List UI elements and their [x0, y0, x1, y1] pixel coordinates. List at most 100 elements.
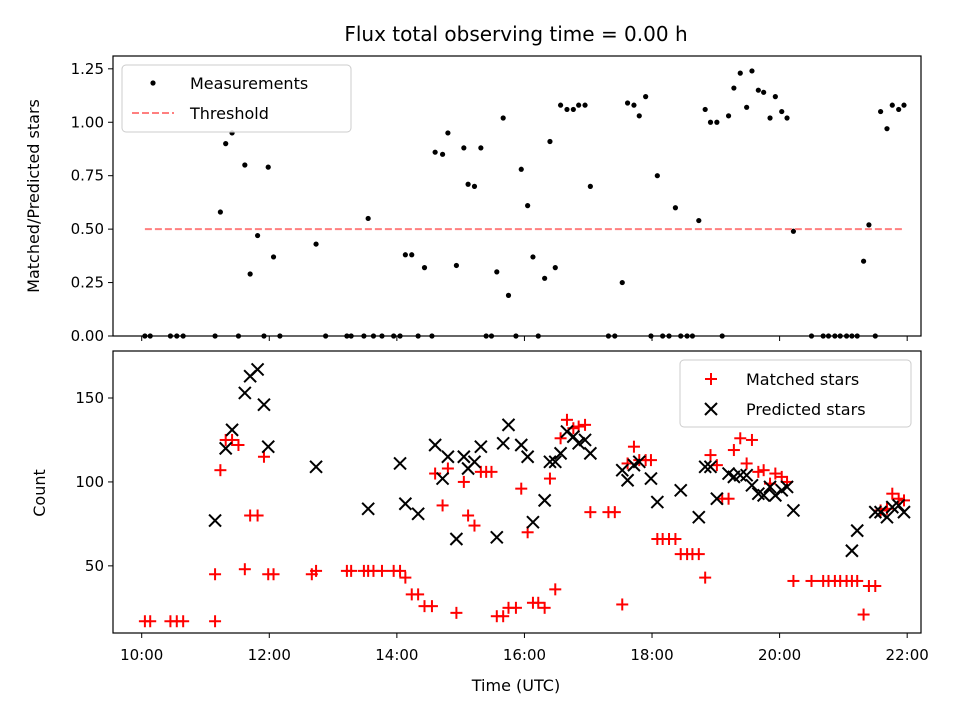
matched-stars-point	[532, 596, 545, 609]
measurement-point	[500, 115, 506, 121]
predicted-stars-point	[615, 463, 629, 477]
predicted-stars-point	[490, 530, 504, 545]
measurement-point	[557, 102, 564, 108]
predicted-stars-point	[261, 439, 275, 454]
predicted-stars-point	[398, 497, 413, 511]
measurement-point	[461, 145, 467, 151]
matched-stars-point	[892, 492, 905, 505]
predicted-stars-point	[548, 455, 562, 469]
matched-stars-point	[144, 615, 157, 628]
top-y-axis-label: Matched/Predicted stars	[24, 99, 43, 293]
measurement-point	[737, 70, 743, 76]
measurement-point	[445, 130, 451, 136]
y-tick-label: 0.50	[71, 220, 104, 238]
measurement-point	[714, 119, 720, 125]
predicted-stars-point	[514, 438, 528, 452]
measurement-point	[478, 145, 484, 151]
matched-stars-point	[412, 588, 425, 601]
measurement-point	[761, 89, 767, 95]
measurement-point	[247, 271, 253, 277]
predicted-stars-point	[644, 471, 658, 486]
predicted-stars-point	[620, 473, 635, 487]
matched-stars-point	[560, 413, 573, 426]
matched-stars-point	[425, 600, 438, 613]
predicted-stars-point	[739, 468, 754, 482]
measurement-point	[896, 106, 902, 113]
predicted-stars-point	[578, 433, 592, 447]
matched-stars-point	[692, 548, 705, 561]
measurement-point	[624, 100, 631, 106]
x-tick-label: 18:00	[630, 646, 673, 664]
top-legend: Measurements Threshold	[121, 64, 352, 133]
matched-stars-point	[699, 571, 712, 584]
matched-stars-point	[394, 564, 407, 577]
matched-stars-point	[450, 606, 463, 619]
x-tick-label: 20:00	[758, 646, 801, 664]
measurement-point	[631, 102, 637, 108]
measurement-point	[270, 254, 277, 260]
measurement-point	[265, 164, 271, 170]
measurement-point	[439, 151, 446, 157]
measurement-point	[432, 149, 438, 155]
measurement-point	[878, 108, 884, 115]
legend-label-measurements: Measurements	[190, 74, 308, 93]
legend-marker-matched	[705, 373, 717, 385]
measurement-point	[587, 183, 593, 189]
matched-stars-point	[345, 564, 358, 577]
y-tick-label: 100	[75, 473, 104, 491]
matched-stars-point	[214, 464, 227, 477]
y-tick-label: 50	[85, 557, 104, 575]
measurement-point	[772, 94, 778, 100]
predicted-stars-point	[411, 507, 425, 521]
matched-stars-point	[851, 574, 864, 587]
predicted-stars-point	[745, 478, 759, 492]
matched-stars-point	[805, 574, 818, 587]
matched-stars-point	[757, 464, 770, 477]
bottom-y-axis-label: Count	[30, 469, 49, 517]
matched-stars-point	[769, 467, 782, 480]
matched-stars-point	[869, 580, 882, 592]
predicted-stars-point	[733, 468, 747, 482]
top-x-ticks	[141, 336, 908, 341]
measurement-point	[471, 183, 478, 189]
predicted-stars-point	[850, 523, 864, 538]
y-tick-label: 0.00	[71, 327, 104, 345]
predicted-stars-point	[780, 480, 794, 494]
predicted-stars-point	[520, 450, 535, 464]
measurement-point	[576, 102, 582, 108]
matched-stars-point	[549, 583, 562, 596]
measurement-point	[547, 138, 553, 145]
predicted-stars-point	[763, 480, 777, 494]
measurement-point	[254, 232, 261, 239]
predicted-stars-point	[501, 418, 516, 432]
matched-stars-point	[209, 568, 222, 581]
matched-stars-point	[740, 457, 753, 470]
measurement-point	[465, 181, 471, 187]
matched-stars-point	[267, 568, 280, 581]
bottom-x-ticks: 10:00 12:00 14:00 16:00 18:00 20:00 22:00	[120, 633, 929, 664]
matched-stars-point	[616, 598, 629, 611]
bottom-legend-frame	[679, 359, 912, 428]
top-panel: 0.00 0.25 0.50 0.75 1.00 1.25 Matched/Predict…	[24, 55, 922, 345]
matched-stars-point	[429, 467, 442, 480]
measurement-point	[552, 265, 558, 271]
matched-stars-point	[538, 601, 551, 614]
measurement-point	[494, 269, 500, 275]
bottom-legend: Matched stars Predicted stars	[679, 359, 912, 428]
measurement-point	[582, 102, 588, 108]
measurement-point	[365, 215, 371, 222]
measurement-point	[707, 119, 714, 125]
predicted-stars-point	[526, 515, 540, 529]
predicted-stars-point	[467, 455, 482, 469]
y-tick-label: 1.00	[71, 113, 104, 131]
predicted-stars-point	[710, 492, 724, 506]
predicted-stars-point	[250, 362, 265, 377]
measurement-point	[749, 68, 755, 74]
matched-stars-point	[209, 615, 222, 628]
measurement-point	[453, 262, 459, 269]
measurement-point	[731, 85, 737, 91]
predicted-stars-point	[571, 436, 586, 451]
legend-marker-measurements	[150, 80, 156, 86]
measurement-point	[725, 113, 732, 119]
matched-stars-point	[704, 449, 717, 462]
